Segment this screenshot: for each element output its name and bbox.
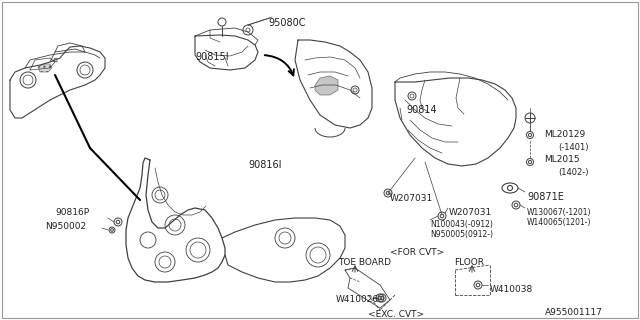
- Text: W140065(1201-): W140065(1201-): [527, 218, 591, 227]
- Text: N950005(0912-): N950005(0912-): [430, 230, 493, 239]
- Text: <FOR CVT>: <FOR CVT>: [390, 248, 444, 257]
- Text: W207031: W207031: [390, 194, 433, 203]
- Polygon shape: [38, 64, 52, 72]
- Text: TOE BOARD: TOE BOARD: [338, 258, 391, 267]
- Text: ML2015: ML2015: [544, 155, 580, 164]
- Text: W410026: W410026: [336, 295, 379, 304]
- Text: N100043(-0912): N100043(-0912): [430, 220, 493, 229]
- Text: (-1401): (-1401): [558, 143, 589, 152]
- Text: (1402-): (1402-): [558, 168, 589, 177]
- Text: W410038: W410038: [490, 285, 533, 294]
- Text: N950002: N950002: [45, 222, 86, 231]
- Text: ML20129: ML20129: [544, 130, 585, 139]
- Text: 90815I: 90815I: [195, 52, 228, 62]
- Text: 90816P: 90816P: [55, 208, 89, 217]
- Text: W130067(-1201): W130067(-1201): [527, 208, 591, 217]
- Text: A955001117: A955001117: [545, 308, 603, 317]
- Text: 90816I: 90816I: [248, 160, 282, 170]
- Text: W207031: W207031: [449, 208, 492, 217]
- Text: <EXC. CVT>: <EXC. CVT>: [368, 310, 424, 319]
- Text: 90814: 90814: [406, 105, 436, 115]
- Text: 95080C: 95080C: [268, 18, 305, 28]
- Polygon shape: [315, 76, 338, 95]
- Text: 90871E: 90871E: [527, 192, 564, 202]
- Text: FLOOR: FLOOR: [454, 258, 484, 267]
